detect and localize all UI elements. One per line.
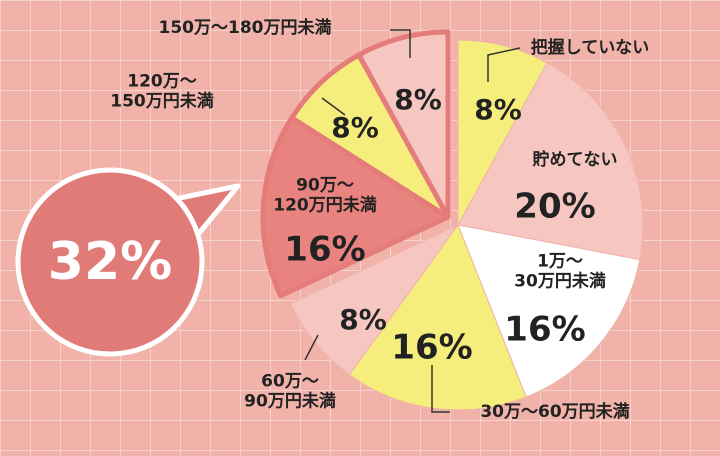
pie-slice [260,115,451,299]
category-label: 30万～60万円未満 [480,401,630,422]
category-label: 1万～ 30万円未満 [514,251,606,292]
value-label: 8% [339,303,387,337]
value-label: 8% [394,83,442,117]
highlight-circle [15,167,205,357]
value-label: 16% [391,327,473,368]
pie-slice [457,224,641,398]
pie-slice [356,29,451,220]
category-label: 120万～ 150万円未満 [110,71,214,112]
value-label: 20% [514,186,596,227]
value-label: 16% [504,309,586,350]
category-label: 90万～ 120万円未満 [273,175,377,216]
category-label: 把握していない [530,37,650,58]
category-label: 150万～180万円未満 [158,17,332,38]
leader-line [321,97,346,116]
value-label: 16% [284,229,366,270]
category-label: 60万～ 90万円未満 [244,371,336,412]
pie-slice [457,39,548,226]
leader-line [304,334,319,361]
pie-slice [457,62,644,261]
leader-line [431,365,450,413]
highlight-label: 32% [47,231,173,292]
value-label: 8% [474,93,522,127]
leader-line [487,47,521,82]
category-label: 貯めてない [532,149,618,170]
leader-line [390,29,411,58]
pie-slice [348,224,527,411]
pie-slice [290,224,459,376]
value-label: 8% [331,111,379,145]
